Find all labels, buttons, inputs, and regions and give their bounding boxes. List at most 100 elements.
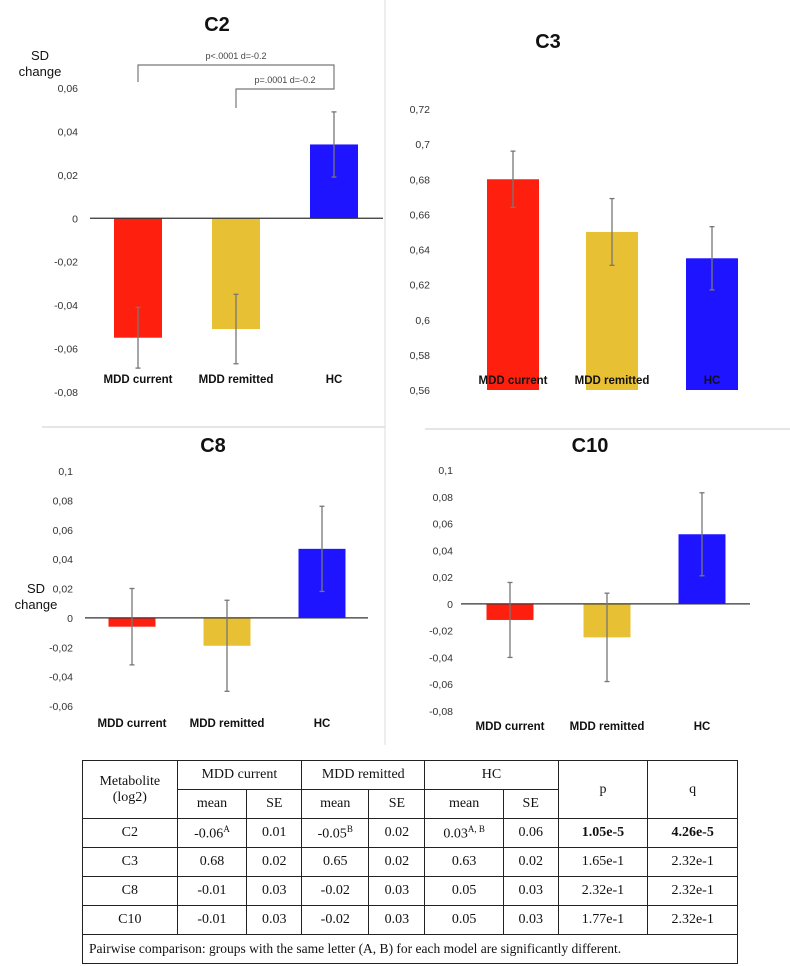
cell-value: 0.68: [176, 847, 248, 877]
y-tick-label: -0,06: [429, 679, 453, 691]
cell-value: -0.05B: [301, 818, 370, 848]
y-tick-label: 0,1: [438, 465, 453, 477]
y-tick-label: -0,04: [429, 652, 453, 664]
subheader-se: SE: [368, 789, 426, 819]
row-metabolite: C8: [82, 876, 178, 906]
y-tick-label: 0,66: [410, 209, 431, 221]
y-axis-label-line: SD: [27, 581, 45, 596]
cell-value: 0.65: [301, 847, 370, 877]
y-tick-label: 0,06: [53, 525, 74, 537]
row-metabolite: C2: [82, 818, 178, 848]
table-row: C3 0.68 0.02 0.65 0.02 0.63 0.02 1.65e-1 2.32e-1: [82, 847, 738, 877]
cell-value: 0.03: [368, 905, 426, 935]
cell-value: 0.03A, B: [424, 818, 504, 848]
y-axis-label: SD change: [15, 581, 58, 612]
cell-value: 0.05: [424, 905, 504, 935]
x-tick-label: MDD current: [103, 374, 172, 386]
significance-bracket: [235, 82, 335, 108]
row-metabolite: C10: [82, 905, 178, 935]
x-tick-label: MDD remitted: [575, 375, 650, 387]
y-tick-label: 0,02: [433, 572, 454, 584]
x-tick-label: HC: [704, 375, 721, 387]
y-axis-label-line: SD: [31, 48, 49, 63]
cell-value: -0.01: [176, 905, 248, 935]
x-tick-label: HC: [694, 721, 711, 733]
y-tick-label: 0: [447, 599, 453, 611]
header-p: p: [557, 760, 649, 819]
y-tick-label: 0,72: [410, 104, 431, 116]
x-tick-label: MDD remitted: [199, 374, 274, 386]
cell-value: 0.05: [424, 876, 504, 906]
chart-title: C3: [535, 31, 561, 53]
header-group: MDD current: [176, 760, 303, 790]
y-tick-label: 0,06: [433, 519, 454, 531]
chart-title: C2: [204, 14, 230, 36]
y-tick-label: 0,04: [433, 545, 454, 557]
header-metabolite: Metabolite (log2): [82, 760, 178, 819]
y-tick-label: 0,68: [410, 174, 431, 186]
cell-value: 0.02: [502, 847, 559, 877]
cell-value: 0.03: [502, 876, 559, 906]
y-tick-label: 0,62: [410, 280, 431, 292]
subheader-mean: mean: [176, 789, 248, 819]
y-tick-label: -0,08: [429, 706, 453, 718]
y-tick-label: 0,02: [58, 170, 79, 182]
cell-value: 0.63: [424, 847, 504, 877]
y-tick-label: -0,02: [49, 642, 73, 654]
subheader-se: SE: [502, 789, 559, 819]
x-tick-label: MDD remitted: [570, 721, 645, 733]
subheader-mean: mean: [301, 789, 370, 819]
cell-p: 1.77e-1: [557, 905, 649, 935]
significance-label: p=.0001 d=-0.2: [254, 75, 315, 85]
chart-title: C10: [572, 435, 609, 457]
cell-value: -0.01: [176, 876, 248, 906]
y-tick-label: 0,7: [415, 139, 430, 151]
cell-p: 1.65e-1: [557, 847, 649, 877]
y-tick-label: 0,08: [433, 492, 454, 504]
chart-title: C8: [200, 435, 226, 457]
y-tick-label: 0,1: [58, 466, 73, 478]
y-tick-label: 0,64: [410, 245, 431, 257]
x-tick-label: MDD current: [97, 718, 166, 730]
chart-figure: C2 0,06 0,04 0,02 0 -0,02 -0,04 -0,06 -0,08 SD cha…: [15, 0, 790, 745]
cell-value: 0.06: [502, 818, 559, 848]
cell-q: 2.32e-1: [647, 876, 738, 906]
x-tick-label: MDD remitted: [190, 718, 265, 730]
cell-value: 0.03: [502, 905, 559, 935]
results-table: Metabolite (log2) MDD current MDD remitte…: [82, 760, 738, 964]
y-axis-label: SD change: [19, 48, 62, 79]
cell-value: -0.02: [301, 876, 370, 906]
cell-value: 0.03: [246, 905, 303, 935]
cell-value: 0.02: [246, 847, 303, 877]
x-tick-label: HC: [326, 374, 343, 386]
y-tick-label: 0,58: [410, 350, 431, 362]
subheader-mean: mean: [424, 789, 504, 819]
cell-value: 0.03: [368, 876, 426, 906]
cell-q: 2.32e-1: [647, 847, 738, 877]
y-tick-label: -0,06: [54, 344, 78, 356]
y-tick-label: 0: [72, 213, 78, 225]
cell-value: 0.03: [246, 876, 303, 906]
y-tick-label: 0,02: [53, 584, 74, 596]
y-tick-label: 0,56: [410, 385, 431, 397]
table-row: C8 -0.01 0.03 -0.02 0.03 0.05 0.03 2.32e-1 2.32e…: [82, 876, 738, 906]
cell-q: 2.32e-1: [647, 905, 738, 935]
significance-bracket: [137, 64, 335, 82]
y-tick-label: -0,04: [49, 672, 73, 684]
y-tick-label: 0: [67, 613, 73, 625]
y-tick-label: -0,08: [54, 387, 78, 399]
x-tick-label: HC: [314, 718, 331, 730]
cell-value: 0.01: [246, 818, 303, 848]
header-group: MDD remitted: [301, 760, 426, 790]
bar-mdd-current: [487, 179, 539, 390]
cell-value: 0.02: [368, 818, 426, 848]
cell-value: -0.02: [301, 905, 370, 935]
row-metabolite: C3: [82, 847, 178, 877]
y-tick-label: -0,02: [54, 257, 78, 269]
y-tick-label: 0,04: [53, 554, 74, 566]
y-tick-label: -0,06: [49, 701, 73, 713]
cell-value: -0.06A: [176, 818, 248, 848]
x-tick-label: MDD current: [475, 721, 544, 733]
table-row: C2 -0.06A 0.01 -0.05B 0.02 0.03A, B 0.06 1.05e-…: [82, 818, 738, 848]
x-tick-label: MDD current: [478, 375, 547, 387]
